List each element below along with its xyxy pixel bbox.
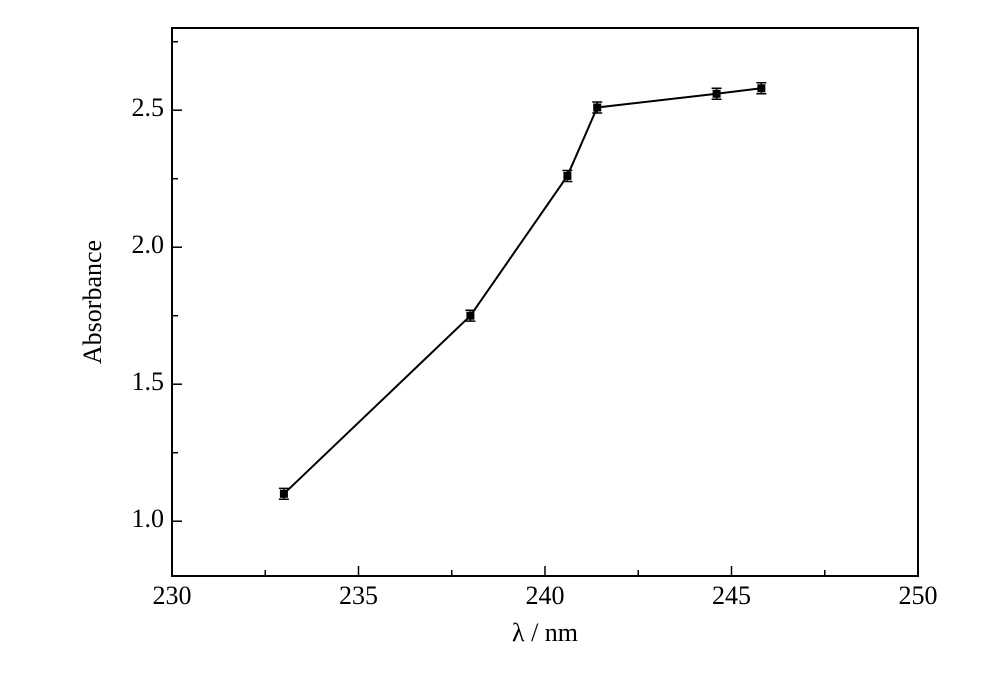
data-point bbox=[563, 171, 572, 180]
y-tick-label: 2.5 bbox=[132, 93, 165, 122]
y-axis-label: Absorbance bbox=[78, 240, 107, 364]
x-tick-label: 240 bbox=[526, 581, 565, 610]
x-tick-label: 230 bbox=[153, 581, 192, 610]
y-tick-label: 1.0 bbox=[132, 504, 165, 533]
y-tick-label: 2.0 bbox=[132, 230, 165, 259]
data-point bbox=[757, 84, 766, 93]
y-tick-label: 1.5 bbox=[132, 367, 165, 396]
x-axis-label: λ / nm bbox=[512, 618, 578, 647]
data-line bbox=[283, 87, 762, 495]
x-tick-label: 235 bbox=[339, 581, 378, 610]
data-point bbox=[279, 489, 288, 498]
data-point bbox=[712, 89, 721, 98]
data-point bbox=[593, 103, 602, 112]
data-point bbox=[466, 311, 475, 320]
x-tick-label: 250 bbox=[899, 581, 938, 610]
x-tick-label: 245 bbox=[712, 581, 751, 610]
